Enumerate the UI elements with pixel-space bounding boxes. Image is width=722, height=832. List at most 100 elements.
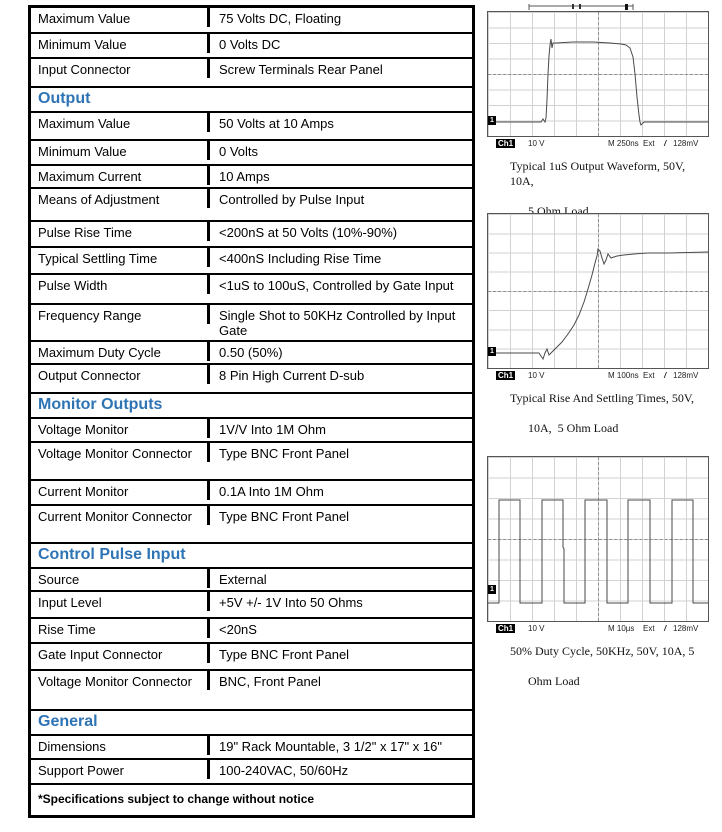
spec-value: External [219, 572, 267, 587]
spec-label: Maximum Value [31, 8, 210, 27]
spec-value: 100-240VAC, 50/60Hz [219, 763, 349, 778]
waveform-trace [488, 38, 708, 126]
table-row: Current Monitor Connector Type BNC Front… [31, 506, 472, 544]
scope-status-bar: Ch1 10 V M 100ns Ext / 128mV [487, 369, 709, 382]
table-row: Minimum Value 0 Volts DC [31, 34, 472, 59]
table-row: Output Connector 8 Pin High Current D-su… [31, 365, 472, 394]
table-row: Voltage Monitor Connector Type BNC Front… [31, 443, 472, 481]
trigger-slope-icon: / [664, 371, 667, 380]
acquisition-window-bar [528, 4, 634, 10]
scope-graticule: 1 [487, 213, 709, 369]
spec-value: BNC, Front Panel [219, 674, 321, 689]
spec-value: Single Shot to 50KHz Controlled by Input… [219, 308, 456, 338]
scope-status-bar: Ch1 10 V M 10µs Ext / 128mV [487, 622, 709, 635]
graticule-center-horizontal [488, 539, 708, 540]
section-header-row: Control Pulse Input [31, 544, 472, 569]
table-row: Rise Time <20nS [31, 619, 472, 644]
table-row: Minimum Value 0 Volts [31, 141, 472, 166]
scope-figure-1: 1 Ch1 10 V M 250ns Ext / 128mV Typical 1… [487, 3, 709, 234]
spec-value: 0 Volts [219, 144, 259, 159]
spec-label: Input Connector [31, 59, 210, 78]
spec-label: Gate Input Connector [31, 644, 210, 663]
table-row: Typical Settling Time <400nS Including R… [31, 248, 472, 275]
waveform-trace [488, 499, 708, 604]
table-row: Pulse Width <1uS to 100uS, Controlled by… [31, 275, 472, 305]
caption-line-1: Typical 1uS Output Waveform, 50V, 10A, [510, 159, 689, 188]
spec-label: Pulse Width [31, 275, 210, 294]
trigger-source: Ext [643, 139, 655, 148]
spec-label: Output Connector [31, 365, 210, 384]
section-title: Output [38, 90, 91, 107]
spec-value: 19" Rack Mountable, 3 1/2" x 17" x 16" [219, 739, 442, 754]
spec-label: Pulse Rise Time [31, 222, 210, 241]
channel-label: Ch1 [496, 624, 516, 633]
spec-label: Minimum Value [31, 34, 210, 53]
volts-per-div: 10 V [528, 139, 545, 148]
table-row: Voltage Monitor 1V/V Into 1M Ohm [31, 419, 472, 443]
spec-value: 50 Volts at 10 Amps [219, 116, 334, 131]
spec-label: Means of Adjustment [31, 189, 210, 208]
figure-caption: Typical 1uS Output Waveform, 50V, 10A, 5… [510, 159, 706, 234]
table-row: Source External [31, 569, 472, 592]
table-row: Gate Input Connector Type BNC Front Pane… [31, 644, 472, 671]
table-row: Support Power 100-240VAC, 50/60Hz [31, 760, 472, 785]
scope-status-bar: Ch1 10 V M 250ns Ext / 128mV [487, 137, 709, 150]
pulse-waveform [488, 38, 708, 126]
timebase-label: M 10µs [608, 624, 635, 633]
channel-1-marker: 1 [488, 585, 496, 594]
table-row: Input Level +5V +/- 1V Into 50 Ohms [31, 592, 472, 619]
section-header-row: General [31, 711, 472, 736]
spec-value: <20nS [219, 622, 257, 637]
spec-label: Voltage Monitor Connector [31, 671, 210, 690]
trigger-level: 128mV [673, 371, 699, 380]
figure-caption: 50% Duty Cycle, 50KHz, 50V, 10A, 5 Ohm L… [510, 644, 706, 704]
table-row: Means of Adjustment Controlled by Pulse … [31, 189, 472, 222]
table-row: Frequency Range Single Shot to 50KHz Con… [31, 305, 472, 342]
trigger-source: Ext [643, 371, 655, 380]
spec-value: 0.50 (50%) [219, 345, 283, 360]
spec-value: +5V +/- 1V Into 50 Ohms [219, 595, 363, 610]
spec-value: 10 Amps [219, 169, 270, 184]
table-row: Maximum Current 10 Amps [31, 166, 472, 189]
figure-caption: Typical Rise And Settling Times, 50V, 10… [510, 391, 706, 451]
spec-label: Typical Settling Time [31, 248, 210, 267]
spec-label: Rise Time [31, 619, 210, 638]
spec-value: 75 Volts DC, Floating [219, 11, 342, 26]
volts-per-div: 10 V [528, 624, 545, 633]
spec-value: <400nS Including Rise Time [219, 251, 382, 266]
trigger-slope-icon: / [664, 139, 667, 148]
spec-label: Dimensions [31, 736, 210, 755]
spec-label: Support Power [31, 760, 210, 779]
spec-label: Minimum Value [31, 141, 210, 160]
rising-edge-waveform [488, 247, 708, 361]
spec-label: Frequency Range [31, 305, 210, 324]
table-row: Dimensions 19" Rack Mountable, 3 1/2" x … [31, 736, 472, 760]
graticule-center-horizontal [488, 74, 708, 75]
spec-value: Type BNC Front Panel [219, 647, 350, 662]
spec-value: Screw Terminals Rear Panel [219, 62, 383, 77]
table-row: Maximum Value 50 Volts at 10 Amps [31, 113, 472, 141]
channel-label: Ch1 [496, 139, 516, 148]
spec-label: Source [31, 569, 210, 588]
trigger-level: 128mV [673, 624, 699, 633]
square-wave-waveform [488, 499, 708, 604]
waveform-trace [488, 247, 708, 361]
graticule-center-horizontal [488, 291, 708, 292]
table-row: Input Connector Screw Terminals Rear Pan… [31, 59, 472, 88]
table-row: Maximum Duty Cycle 0.50 (50%) [31, 342, 472, 365]
spec-label: Current Monitor Connector [31, 506, 210, 525]
table-row: Current Monitor 0.1A Into 1M Ohm [31, 481, 472, 506]
channel-label: Ch1 [496, 371, 516, 380]
scope-graticule: 1 [487, 456, 709, 622]
caption-line-2: Ohm Load [528, 674, 580, 688]
volts-per-div: 10 V [528, 371, 545, 380]
trigger-level: 128mV [673, 139, 699, 148]
table-row: Pulse Rise Time <200nS at 50 Volts (10%-… [31, 222, 472, 248]
spec-value: Controlled by Pulse Input [219, 192, 365, 207]
spec-label: Voltage Monitor Connector [31, 443, 210, 462]
section-title: Monitor Outputs [38, 396, 163, 413]
section-title: Control Pulse Input [38, 546, 186, 563]
spec-value: 1V/V Into 1M Ohm [219, 422, 326, 437]
footnote-text: *Specifications subject to change withou… [38, 792, 315, 806]
